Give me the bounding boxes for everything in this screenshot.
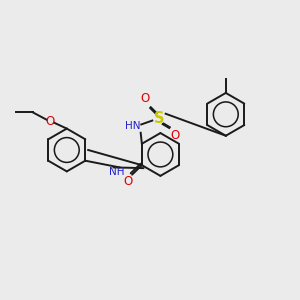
Text: HN: HN (125, 121, 141, 131)
Text: O: O (170, 129, 180, 142)
Text: S: S (154, 111, 165, 126)
Text: O: O (141, 92, 150, 105)
Text: NH: NH (109, 167, 124, 177)
Text: O: O (46, 115, 55, 128)
Text: O: O (123, 175, 133, 188)
